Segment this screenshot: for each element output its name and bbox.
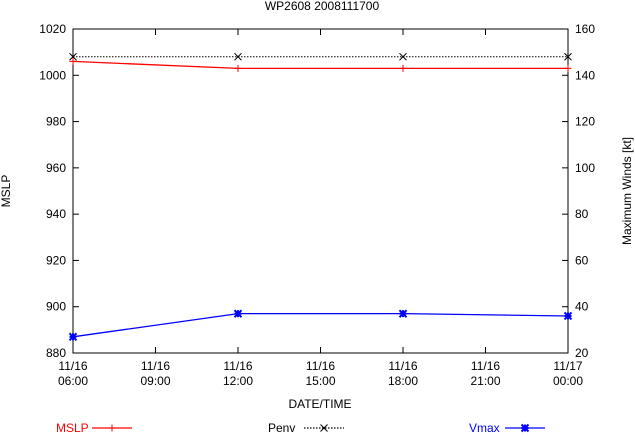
data-point-vmax <box>398 309 408 318</box>
x-tick-label-date: 11/16 <box>141 359 170 373</box>
y2-tick-label: 160 <box>575 22 595 36</box>
y2-tick-label: 100 <box>575 161 595 175</box>
legend-marker <box>108 424 116 432</box>
x-tick-label-date: 11/16 <box>58 359 87 373</box>
data-point-vmax <box>233 309 243 318</box>
y2-tick-label: 60 <box>575 253 589 267</box>
plot-frame <box>72 28 569 354</box>
y-tick-label: 880 <box>46 346 66 360</box>
series-line-vmax <box>72 313 569 338</box>
data-point-mslp <box>564 64 572 72</box>
x-tick-label-time: 00:00 <box>553 374 583 388</box>
legend-label: MSLP <box>56 421 89 435</box>
data-point-penv <box>69 52 77 61</box>
y-tick-label: 900 <box>46 300 66 314</box>
x-tick-label-time: 12:00 <box>223 374 253 388</box>
data-point-penv <box>399 52 407 61</box>
data-point-vmax <box>563 311 573 321</box>
series-line-mslp <box>72 60 568 69</box>
y-tick-label: 1020 <box>39 22 66 36</box>
y-axis-label: MSLP <box>0 175 13 208</box>
y2-axis-label: Maximum Winds [kt] <box>620 137 634 245</box>
legend-marker <box>320 424 328 432</box>
y-tick-label: 960 <box>46 161 66 175</box>
y-tick-label: 920 <box>46 253 66 267</box>
x-tick-label-date: 11/16 <box>223 359 252 373</box>
y2-tick-label: 20 <box>575 346 589 360</box>
x-tick-label-time: 09:00 <box>140 374 170 388</box>
y-tick-label: 940 <box>46 207 66 221</box>
x-tick-label-time: 15:00 <box>305 374 335 388</box>
x-tick-label-date: 11/16 <box>306 359 335 373</box>
data-point-mslp <box>69 57 77 65</box>
chart-title: WP2608 2008111700 <box>265 0 380 13</box>
legend-marker <box>520 423 530 433</box>
y2-tick-label: 40 <box>575 300 589 314</box>
x-tick-label-time: 06:00 <box>58 374 88 388</box>
y-tick-label: 980 <box>46 115 66 129</box>
y-tick-label: 1000 <box>39 68 66 82</box>
data-point-penv <box>234 52 242 61</box>
x-tick-label-time: 18:00 <box>388 374 418 388</box>
x-axis-label: DATE/TIME <box>288 397 351 411</box>
y2-tick-label: 120 <box>575 115 595 129</box>
data-point-vmax <box>68 332 78 342</box>
legend-label: Penv <box>268 421 295 435</box>
x-tick-label-date: 11/16 <box>388 359 417 373</box>
data-point-penv <box>564 52 572 61</box>
data-point-mslp <box>399 64 407 72</box>
data-point-mslp <box>234 64 242 72</box>
y2-tick-label: 80 <box>575 207 589 221</box>
x-tick-label-time: 21:00 <box>470 374 500 388</box>
legend-item-vmax: Vmax <box>469 421 545 435</box>
x-tick-label-date: 11/16 <box>471 359 500 373</box>
y2-tick-label: 140 <box>575 68 595 82</box>
x-tick-label-date: 11/17 <box>553 359 582 373</box>
legend-label: Vmax <box>469 421 500 435</box>
legend-item-penv: Penv <box>268 421 344 435</box>
legend-item-mslp: MSLP <box>56 421 132 435</box>
